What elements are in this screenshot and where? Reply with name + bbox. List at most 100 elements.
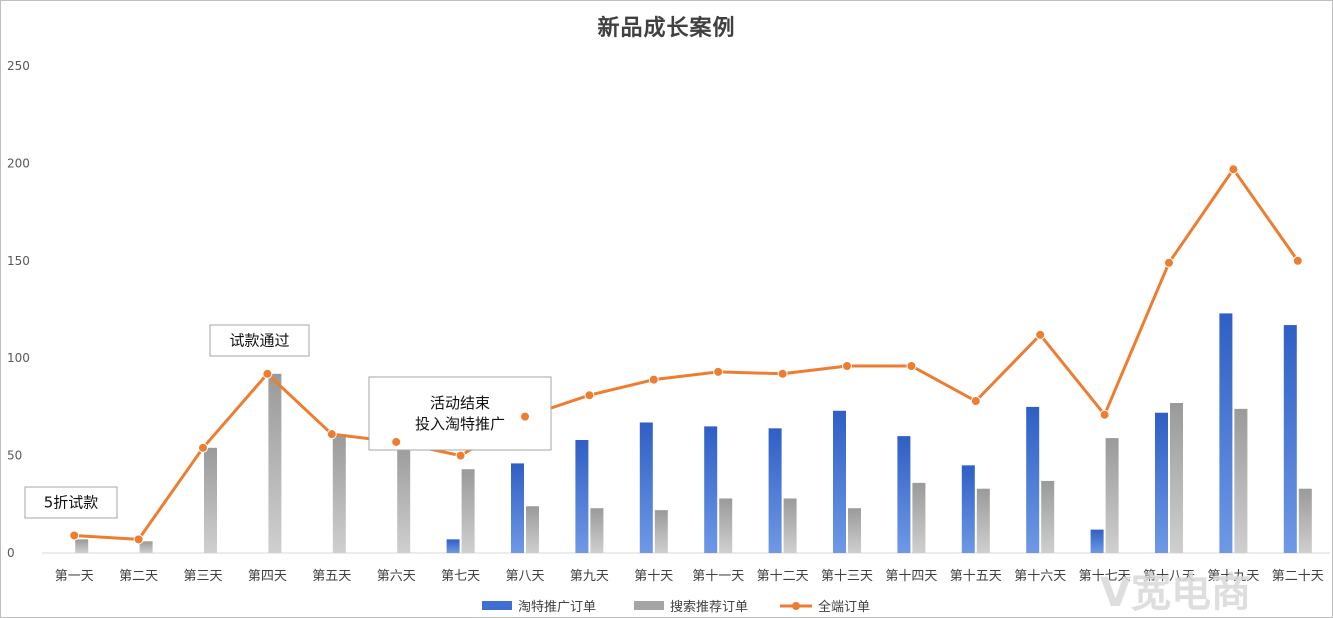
bar-taote-promo — [768, 428, 782, 553]
legend-swatch — [482, 601, 512, 610]
y-tick-label: 50 — [7, 449, 22, 463]
bar-search-recommend — [1041, 480, 1055, 553]
line-point — [262, 368, 273, 379]
bar-search-recommend — [1234, 408, 1248, 553]
line-point — [777, 368, 788, 379]
x-tick-label: 第十二天 — [757, 569, 809, 584]
line-point — [326, 429, 337, 440]
x-tick-label: 第八天 — [505, 569, 544, 584]
y-tick-label: 200 — [7, 156, 30, 170]
bar-search-recommend — [1298, 488, 1312, 553]
bar-search-recommend — [139, 541, 153, 553]
legend-label: 淘特推广订单 — [518, 600, 596, 615]
bar-search-recommend — [1170, 403, 1183, 553]
legend-label: 搜索推荐订单 — [670, 600, 748, 615]
line-point — [1035, 329, 1046, 340]
y-tick-label: 100 — [7, 351, 30, 365]
bar-taote-promo — [639, 422, 653, 553]
x-tick-label: 第二天 — [119, 569, 158, 584]
line-point — [1228, 164, 1239, 175]
x-tick-label: 第十九天 — [1207, 569, 1259, 584]
bar-taote-promo — [446, 539, 460, 553]
bar-taote-promo — [575, 440, 589, 553]
line-point — [648, 374, 659, 385]
line-point — [713, 366, 724, 377]
bar-taote-promo — [1026, 406, 1040, 553]
bar-taote-promo — [704, 426, 718, 553]
bar-search-recommend — [654, 510, 668, 553]
annotation-text: 活动结束 — [430, 394, 490, 412]
annotation-box — [368, 376, 552, 451]
x-tick-label: 第十六天 — [1014, 569, 1066, 584]
bar-layer — [75, 313, 1312, 553]
bar-search-recommend — [783, 498, 797, 553]
line-point — [1292, 255, 1303, 266]
bar-search-recommend — [204, 447, 217, 553]
x-tick-label: 第五天 — [312, 569, 351, 584]
bar-search-recommend — [719, 498, 733, 553]
x-tick-label: 第四天 — [248, 569, 287, 584]
x-tick-label: 第十四天 — [885, 569, 937, 584]
annotation-text: 试款通过 — [229, 332, 289, 350]
watermark: V宽电商 — [1100, 570, 1251, 616]
y-tick-label: 0 — [7, 546, 15, 560]
line-point — [69, 530, 80, 541]
x-tick-label: 第三天 — [183, 569, 222, 584]
bar-search-recommend — [526, 506, 539, 553]
line-point — [1099, 409, 1110, 420]
x-tick-label: 第六天 — [377, 569, 416, 584]
annotation-text: 5折试款 — [44, 494, 99, 512]
bar-taote-promo — [1090, 529, 1104, 553]
bar-search-recommend — [590, 508, 604, 553]
bar-search-recommend — [1105, 438, 1119, 553]
x-tick-label: 第九天 — [570, 569, 609, 584]
line-point — [584, 390, 595, 401]
x-tick-label: 第十七天 — [1079, 569, 1131, 584]
bar-taote-promo — [511, 463, 524, 553]
legend: 淘特推广订单 搜索推荐订单 全端订单 — [482, 599, 870, 615]
bar-search-recommend — [332, 434, 346, 553]
x-tick-label: 第二十天 — [1272, 569, 1324, 584]
line-point — [133, 534, 144, 545]
legend-swatch — [634, 601, 664, 610]
bar-taote-promo — [833, 410, 846, 553]
bar-taote-promo — [961, 465, 975, 553]
line-point-overlay — [391, 436, 402, 447]
bar-search-recommend — [268, 373, 282, 553]
annotation-box — [209, 324, 310, 357]
y-tick-label: 150 — [7, 254, 30, 268]
line-point — [970, 396, 981, 407]
x-tick-label: 第十三天 — [821, 569, 873, 584]
y-tick-label: 250 — [7, 59, 30, 73]
bar-search-recommend — [75, 539, 89, 553]
bar-taote-promo — [1219, 313, 1233, 553]
annotation-box — [24, 486, 118, 519]
line-point — [842, 360, 852, 371]
line-point — [198, 442, 208, 453]
annotation-text: 投入淘特推广 — [415, 415, 505, 433]
x-tick-label: 第一天 — [55, 569, 94, 584]
x-tick-label: 第十八天 — [1143, 569, 1195, 584]
bar-search-recommend — [848, 508, 861, 553]
x-tick-label: 第十一天 — [692, 569, 744, 584]
series-line-all-orders — [74, 167, 1300, 541]
bar-taote-promo — [897, 436, 911, 553]
line-point-overlay — [455, 450, 466, 461]
chart-title: 新品成长案例 — [597, 16, 736, 41]
x-tick-label: 第十五天 — [950, 569, 1002, 584]
bar-search-recommend — [461, 469, 475, 553]
line-point — [1164, 257, 1174, 268]
axis-layer: 0 50 100 150 200 250 第一天 第二天 第三天 第四天 第五天 第六天 第七天 第八天 第… — [7, 59, 1330, 584]
legend-swatch-marker — [792, 602, 800, 610]
bar-search-recommend — [397, 443, 411, 553]
bar-search-recommend — [912, 482, 926, 553]
bar-taote-promo — [1155, 412, 1168, 553]
x-tick-label: 第七天 — [441, 569, 480, 584]
bar-taote-promo — [1283, 325, 1297, 553]
line-point-overlay — [520, 411, 530, 422]
legend-label: 全端订单 — [818, 599, 870, 615]
line-point — [906, 360, 917, 371]
x-tick-label: 第十天 — [634, 569, 673, 584]
